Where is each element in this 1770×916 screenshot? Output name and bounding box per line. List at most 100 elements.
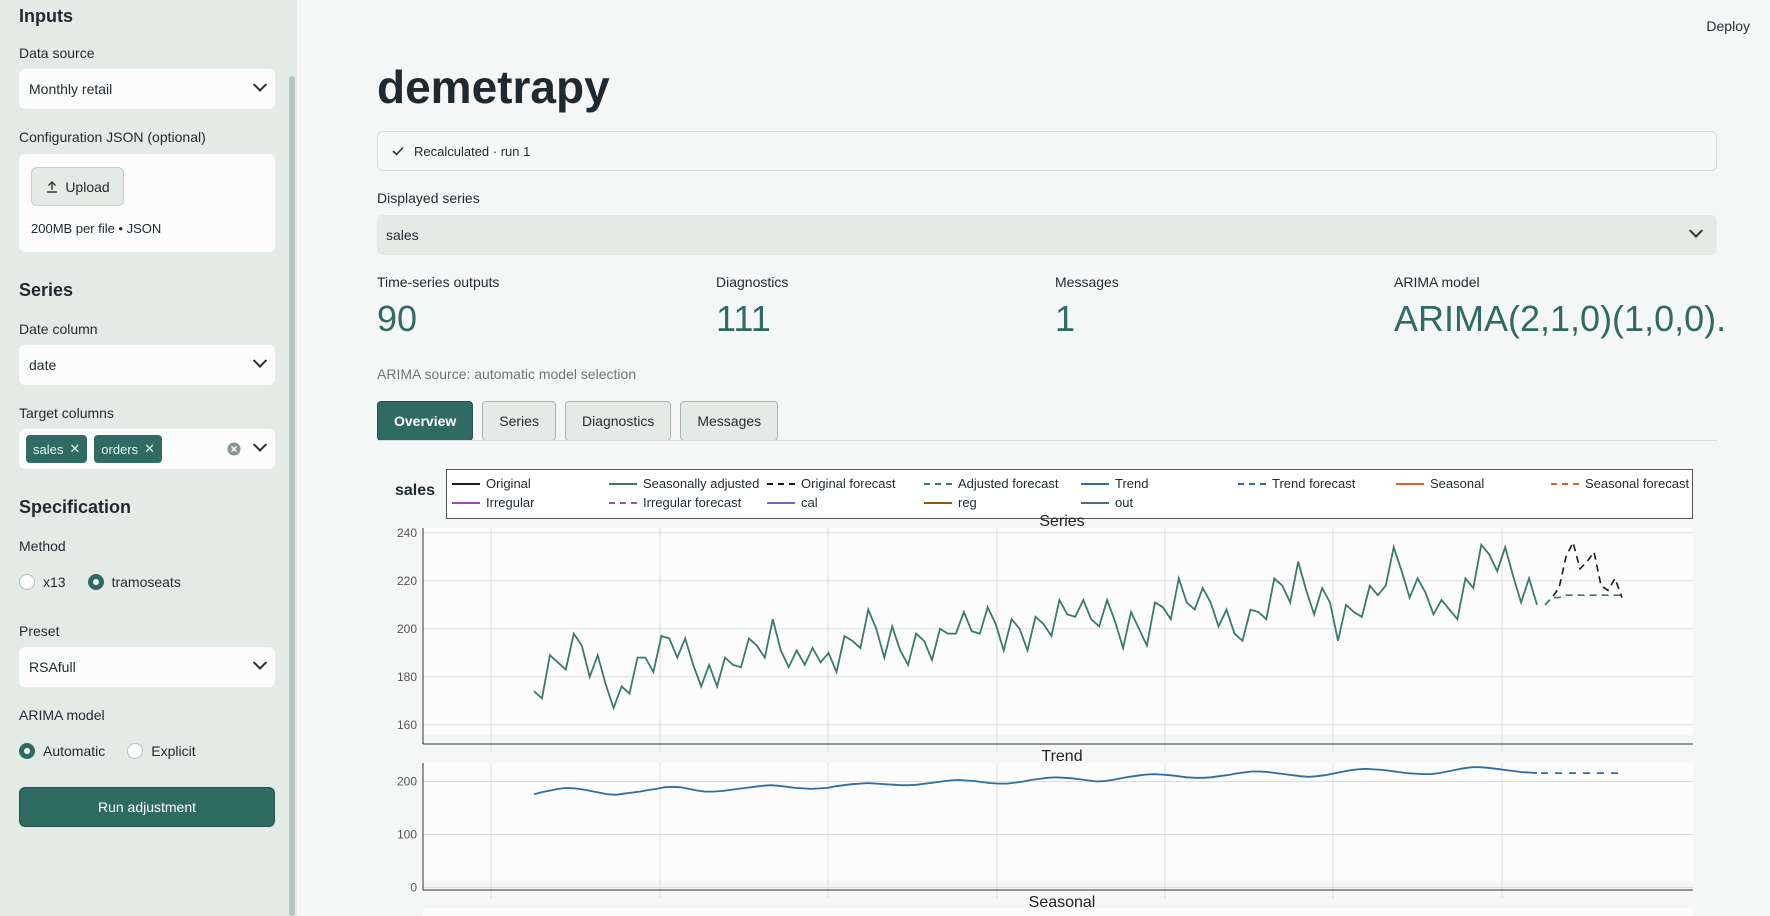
legend-swatch — [452, 482, 480, 485]
close-icon[interactable]: ✕ — [144, 441, 156, 456]
chevron-down-icon — [252, 353, 268, 368]
date-column-label: Date column — [19, 321, 98, 337]
metric-arima-model: ARIMA model ARIMA(2,1,0)(1,0,0)... — [1394, 274, 1724, 340]
inputs-heading: Inputs — [19, 6, 73, 26]
radio-x13[interactable] — [19, 574, 35, 590]
tab-divider — [377, 440, 1717, 441]
upload-button[interactable]: Upload — [31, 167, 124, 206]
tab-bar: Overview Series Diagnostics Messages — [377, 401, 779, 441]
legend-swatch — [924, 482, 952, 485]
legend-label: Adjusted forecast — [958, 476, 1059, 491]
check-icon — [392, 146, 404, 156]
trend-plot-bg — [423, 763, 1693, 881]
status-banner: Recalculated · run 1 — [377, 131, 1717, 171]
run-adjustment-button[interactable]: Run adjustment — [19, 787, 275, 827]
radio-explicit-label[interactable]: Explicit — [151, 743, 196, 759]
tab-diagnostics[interactable]: Diagnostics — [564, 401, 672, 441]
metric-messages: Messages 1 — [1055, 274, 1119, 340]
radio-automatic[interactable] — [19, 743, 35, 759]
page-title: demetrapy — [377, 61, 610, 113]
tab-overview[interactable]: Overview — [377, 401, 474, 441]
radio-tramoseats[interactable] — [87, 574, 104, 590]
multiselect-controls — [227, 437, 268, 456]
deploy-button[interactable]: Deploy — [1706, 18, 1750, 34]
date-column-select[interactable]: date — [19, 345, 275, 385]
legend-swatch — [1081, 482, 1109, 485]
metric-value: 111 — [716, 298, 771, 339]
config-json-label: Configuration JSON (optional) — [19, 129, 206, 145]
legend-swatch — [1551, 482, 1579, 485]
method-label: Method — [19, 538, 66, 554]
legend-item: Seasonally adjusted — [609, 476, 759, 491]
radio-explicit[interactable] — [127, 743, 144, 759]
target-chip[interactable]: sales ✕ — [26, 435, 88, 463]
panel-title-trend: Trend — [1041, 748, 1082, 765]
series-heading: Series — [19, 280, 74, 300]
target-columns-label: Target columns — [19, 405, 114, 421]
legend-item: Adjusted forecast — [924, 476, 1058, 491]
chevron-down-icon — [252, 77, 268, 92]
target-columns-multiselect[interactable]: sales ✕ orders ✕ — [19, 429, 275, 469]
legend-item: Original — [452, 476, 531, 491]
arima-model-label: ARIMA model — [19, 707, 105, 723]
metric-diagnostics: Diagnostics 111 — [716, 274, 788, 340]
displayed-series-label: Displayed series — [377, 190, 480, 206]
y-tick-label: 240 — [397, 526, 417, 540]
legend-item: Seasonal — [1396, 476, 1484, 491]
preset-select[interactable]: RSAfull — [19, 647, 275, 687]
series-line-seasonally-adjusted — [533, 542, 1538, 711]
legend-item: Irregular — [452, 495, 534, 510]
y-tick-label: 220 — [397, 574, 417, 588]
series-gridlines — [423, 528, 1693, 752]
legend-swatch — [609, 482, 637, 485]
y-tick-label: 100 — [397, 827, 417, 841]
clear-all-icon[interactable] — [227, 442, 241, 456]
data-source-label: Data source — [19, 45, 95, 61]
legend-label: Original forecast — [801, 476, 896, 491]
tab-series[interactable]: Series — [482, 401, 556, 441]
chip-label: sales — [33, 441, 64, 457]
radio-automatic-label[interactable]: Automatic — [43, 743, 106, 759]
file-dropzone[interactable]: Upload 200MB per file • JSON — [19, 154, 275, 252]
sidebar: Inputs Data source Monthly retail Config… — [0, 0, 297, 916]
legend-label: Seasonally adjusted — [643, 476, 760, 491]
tab-messages[interactable]: Messages — [680, 401, 779, 441]
legend-label: Trend forecast — [1272, 476, 1356, 491]
legend-item: out — [1081, 495, 1133, 510]
target-chip[interactable]: orders ✕ — [94, 435, 163, 463]
radio-tramoseats-label[interactable]: tramoseats — [111, 574, 181, 590]
legend-item: Trend — [1081, 476, 1148, 491]
status-text: Recalculated · run 1 — [414, 143, 531, 159]
series-y-ticks: 160 180 200 220 240 — [397, 526, 417, 732]
displayed-series-value: sales — [386, 227, 419, 243]
radio-x13-label[interactable]: x13 — [43, 574, 66, 590]
preset-value: RSAfull — [29, 659, 76, 675]
legend-label: Original — [486, 476, 531, 491]
sidebar-scrollbar[interactable] — [289, 76, 295, 916]
metric-label: Diagnostics — [716, 274, 789, 290]
chip-label: orders — [101, 441, 139, 457]
close-icon[interactable]: ✕ — [69, 441, 81, 456]
seasonal-plot-bg — [423, 908, 1693, 916]
metric-label: Messages — [1055, 274, 1119, 290]
metric-value: ARIMA(2,1,0)(1,0,0)... — [1394, 298, 1724, 339]
legend-label: out — [1115, 495, 1134, 510]
target-chip-group: sales ✕ orders ✕ — [26, 435, 163, 463]
legend-label: reg — [958, 495, 977, 510]
metric-label: ARIMA model — [1394, 274, 1480, 290]
legend-swatch — [609, 501, 637, 504]
upload-icon — [47, 180, 58, 193]
metric-value: 90 — [377, 298, 418, 339]
arima-source-note: ARIMA source: automatic model selection — [377, 366, 637, 382]
specification-heading: Specification — [19, 497, 132, 517]
legend-item: Original forecast — [767, 476, 896, 491]
chevron-down-icon — [252, 437, 268, 452]
panel-title-seasonal: Seasonal — [1029, 894, 1096, 911]
legend-swatch — [924, 501, 952, 504]
displayed-series-select[interactable]: sales — [377, 215, 1717, 255]
chevron-down-icon — [252, 655, 268, 670]
metric-label: Time-series outputs — [377, 274, 500, 290]
preset-label: Preset — [19, 623, 60, 639]
data-source-select[interactable]: Monthly retail — [19, 69, 275, 109]
series-line-adjusted-forecast — [1544, 594, 1622, 606]
